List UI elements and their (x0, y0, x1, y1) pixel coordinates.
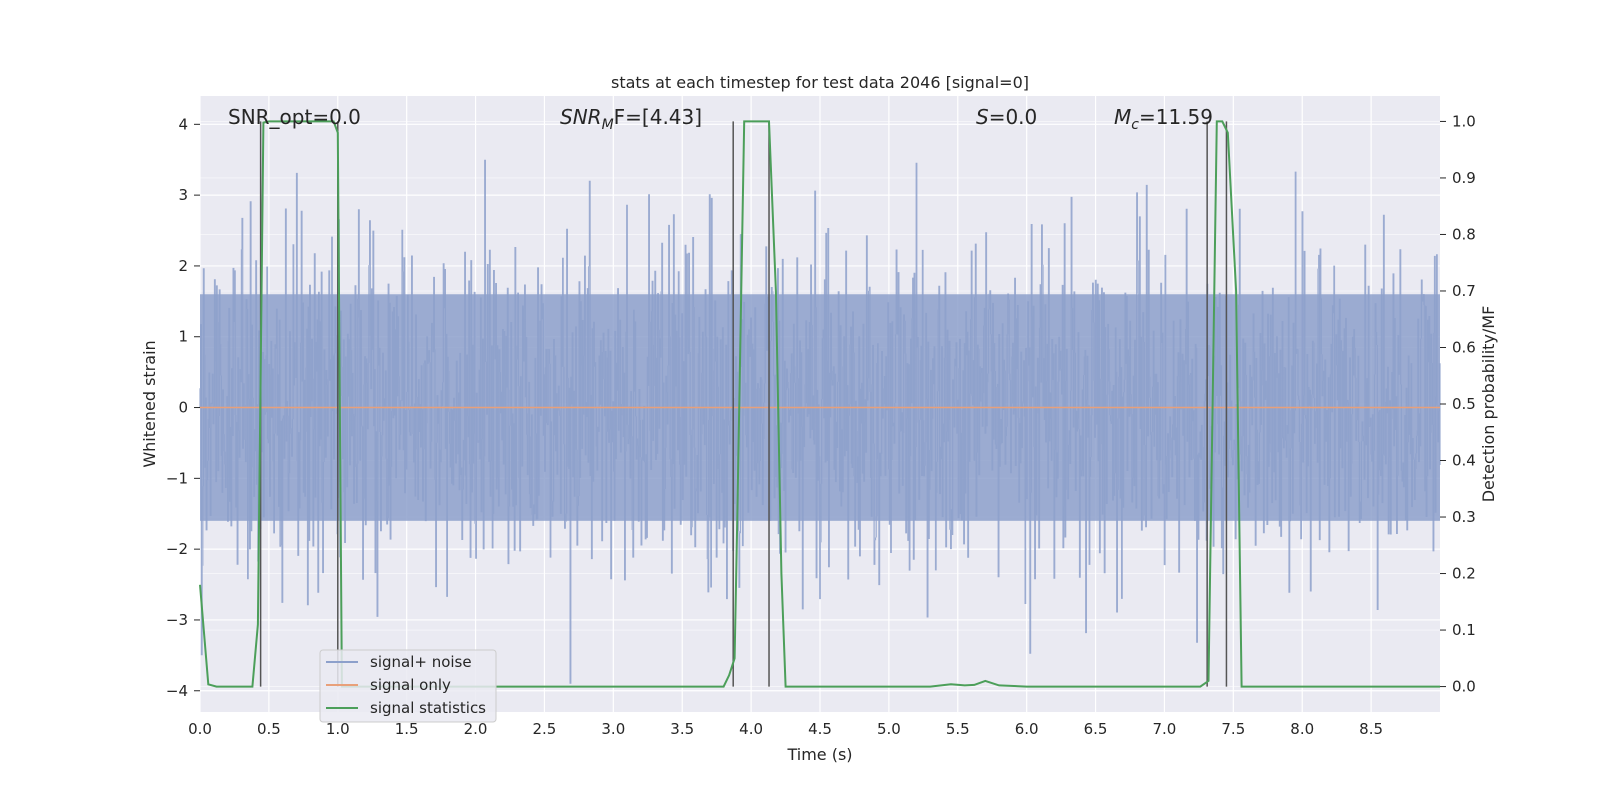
y-tick-labels: −4 −3 −2 −1 0 1 2 3 4 (166, 115, 200, 700)
annotation-mc-sub: c (1131, 117, 1139, 133)
x-tick-label: 2.0 (464, 720, 488, 738)
y-tick-label: −3 (166, 611, 188, 629)
x-tick-label: 7.5 (1221, 720, 1245, 738)
annotation-mc: Mc=11.59 (1114, 105, 1213, 133)
x-tick-label: 8.5 (1359, 720, 1383, 738)
right-y-tick-label: 0.4 (1452, 452, 1476, 470)
right-y-tick-labels: 0.0 0.1 0.2 0.3 0.4 0.5 0.6 0.7 0.8 0.9 1.0 (1440, 112, 1476, 696)
right-y-tick-label: 0.3 (1452, 508, 1476, 526)
right-y-tick-label: 0.0 (1452, 678, 1476, 696)
annotation-s: S=0.0 (976, 105, 1037, 129)
x-tick-label: 1.0 (326, 720, 350, 738)
x-axis-label: Time (s) (786, 745, 852, 764)
annotation-snr-opt: SNR_opt=0.0 (228, 105, 361, 129)
x-tick-label: 5.0 (877, 720, 901, 738)
x-tick-labels: 0.0 0.5 1.0 1.5 2.0 2.5 3.0 3.5 4.0 4.5 5.0 5.5 6.0 6… (188, 720, 1383, 738)
y-tick-label: 0 (178, 399, 188, 417)
y-tick-label: 4 (178, 115, 188, 133)
x-tick-label: 0.5 (257, 720, 281, 738)
x-tick-label: 1.5 (395, 720, 419, 738)
chart-title: stats at each timestep for test data 204… (611, 73, 1029, 92)
legend-box (319, 649, 497, 723)
legend-label-signal-only: signal only (370, 676, 451, 694)
y-tick-label: 2 (178, 257, 188, 275)
detection-markers (259, 121, 1228, 687)
legend-label-noise: signal+ noise (370, 653, 472, 671)
y-axis-label: Whitened strain (140, 340, 159, 467)
annotation-s-value: =0.0 (989, 105, 1038, 129)
x-tick-label: 4.0 (739, 720, 763, 738)
annotation-snr-mf-label: SNR (560, 105, 602, 129)
x-tick-label: 8.0 (1290, 720, 1314, 738)
annotation-snr-mf: SNRMF=[4.43] (560, 105, 702, 133)
right-y-tick-label: 0.6 (1452, 338, 1476, 356)
legend: signal+ noise signal only signal statist… (319, 649, 497, 723)
right-y-tick-label: 0.8 (1452, 225, 1476, 243)
annotation-mc-value: =11.59 (1139, 105, 1213, 129)
signal-statistics-line (199, 120, 1440, 688)
right-y-tick-label: 0.7 (1452, 282, 1476, 300)
x-tick-label: 7.0 (1153, 720, 1177, 738)
annotation-s-label: S (976, 105, 989, 129)
right-y-tick-label: 1.0 (1452, 112, 1476, 130)
y-tick-label: −1 (166, 469, 188, 487)
annotation-snr-mf-sub: M (602, 117, 614, 133)
right-y-axis-label: Detection probability/MF (1479, 306, 1498, 503)
annotation-mc-label: M (1114, 105, 1131, 129)
right-y-tick-label: 0.1 (1452, 621, 1476, 639)
x-tick-label: 0.0 (188, 720, 212, 738)
annotation-snr-mf-value: F=[4.43] (614, 105, 702, 129)
x-tick-label: 6.0 (1015, 720, 1039, 738)
y-tick-label: 1 (178, 328, 188, 346)
right-y-tick-label: 0.9 (1452, 169, 1476, 187)
x-tick-label: 4.5 (808, 720, 832, 738)
x-tick-label: 3.5 (670, 720, 694, 738)
x-tick-label: 2.5 (533, 720, 557, 738)
y-tick-label: −4 (166, 682, 188, 700)
x-tick-label: 6.5 (1084, 720, 1108, 738)
right-y-tick-label: 0.2 (1452, 565, 1476, 583)
legend-label-statistics: signal statistics (370, 699, 486, 717)
x-tick-label: 5.5 (946, 720, 970, 738)
y-tick-label: −2 (166, 540, 188, 558)
x-tick-label: 3.0 (601, 720, 625, 738)
y-tick-label: 3 (178, 186, 188, 204)
right-y-tick-label: 0.5 (1452, 395, 1476, 413)
